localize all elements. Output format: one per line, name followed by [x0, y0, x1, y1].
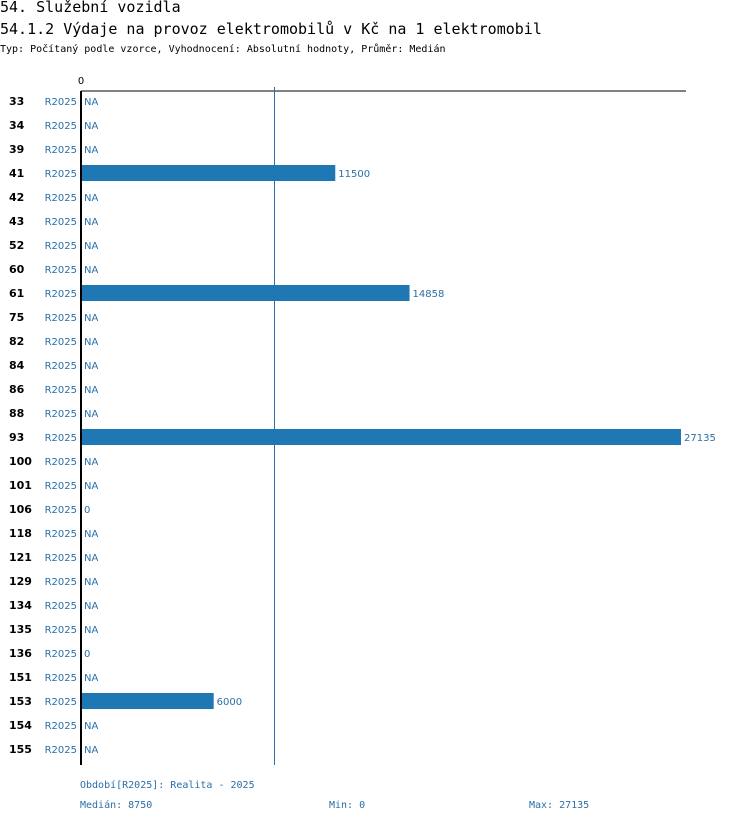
bar-value-label: 0: [84, 505, 90, 516]
bar-value-label: NA: [84, 625, 98, 636]
row-category-label: 100: [9, 455, 32, 468]
bar-value-label: NA: [84, 553, 98, 564]
row-period-label: R2025: [45, 721, 77, 732]
row-period-label: R2025: [45, 673, 77, 684]
bar-value-label: NA: [84, 409, 98, 420]
row-category-label: 43: [9, 215, 24, 228]
axis-zero-label: 0: [78, 76, 84, 87]
row-period-label: R2025: [45, 457, 77, 468]
row-period-label: R2025: [45, 649, 77, 660]
bar-value-label: NA: [84, 313, 98, 324]
row-period-label: R2025: [45, 121, 77, 132]
row-category-label: 136: [9, 647, 32, 660]
bar: [81, 165, 336, 181]
bar-value-label: NA: [84, 481, 98, 492]
row-category-label: 34: [9, 119, 25, 132]
row-category-label: 93: [9, 431, 24, 444]
row-period-label: R2025: [45, 169, 77, 180]
bar-value-label: 14858: [413, 289, 445, 300]
bar-value-label: NA: [84, 265, 98, 276]
row-period-label: R2025: [45, 505, 77, 516]
row-category-label: 134: [9, 599, 32, 612]
bar-value-label: NA: [84, 193, 98, 204]
row-period-label: R2025: [45, 145, 77, 156]
row-category-label: 106: [9, 503, 32, 516]
row-period-label: R2025: [45, 217, 77, 228]
row-period-label: R2025: [45, 361, 77, 372]
row-period-label: R2025: [45, 529, 77, 540]
bar-value-label: NA: [84, 241, 98, 252]
chart-subtitle: Typ: Počítaný podle vzorce, Vyhodnocení:…: [0, 44, 446, 55]
row-period-label: R2025: [45, 745, 77, 756]
row-period-label: R2025: [45, 577, 77, 588]
row-category-label: 41: [9, 167, 24, 180]
row-period-label: R2025: [45, 409, 77, 420]
row-category-label: 129: [9, 575, 32, 588]
row-category-label: 154: [9, 719, 32, 732]
row-period-label: R2025: [45, 385, 77, 396]
row-category-label: 60: [9, 263, 25, 276]
row-category-label: 33: [9, 95, 24, 108]
section-title: 54. Služební vozidla: [0, 0, 181, 16]
row-period-label: R2025: [45, 241, 77, 252]
row-category-label: 82: [9, 335, 24, 348]
row-period-label: R2025: [45, 433, 77, 444]
row-category-label: 155: [9, 743, 32, 756]
row-category-label: 153: [9, 695, 32, 708]
min-summary: Min: 0: [329, 800, 366, 811]
bar-value-label: NA: [84, 673, 98, 684]
bar-value-label: NA: [84, 457, 98, 468]
bar-value-label: NA: [84, 145, 98, 156]
bar-value-label: 6000: [217, 697, 242, 708]
row-period-label: R2025: [45, 601, 77, 612]
row-category-label: 86: [9, 383, 25, 396]
max-summary: Max: 27135: [529, 800, 590, 811]
bar-value-label: NA: [84, 577, 98, 588]
bar-value-label: NA: [84, 385, 98, 396]
period-legend: Období[R2025]: Realita - 2025: [80, 780, 255, 791]
bar-value-label: NA: [84, 121, 98, 132]
row-category-label: 121: [9, 551, 32, 564]
row-category-label: 42: [9, 191, 24, 204]
bar-value-label: NA: [84, 97, 98, 108]
chart-title: 54.1.2 Výdaje na provoz elektromobilů v …: [0, 20, 542, 38]
row-period-label: R2025: [45, 553, 77, 564]
row-category-label: 101: [9, 479, 32, 492]
bar: [81, 285, 410, 301]
bar-value-label: NA: [84, 529, 98, 540]
row-category-label: 84: [9, 359, 25, 372]
bar-value-label: 27135: [684, 433, 716, 444]
median-summary: Medián: 8750: [80, 800, 153, 811]
bar-value-label: NA: [84, 721, 98, 732]
row-category-label: 118: [9, 527, 32, 540]
bar-value-label: NA: [84, 361, 98, 372]
row-period-label: R2025: [45, 97, 77, 108]
row-category-label: 88: [9, 407, 24, 420]
row-category-label: 39: [9, 143, 24, 156]
bar-value-label: NA: [84, 601, 98, 612]
row-category-label: 135: [9, 623, 32, 636]
bar-value-label: 0: [84, 649, 90, 660]
bar-value-label: 11500: [338, 169, 370, 180]
row-category-label: 75: [9, 311, 24, 324]
row-category-label: 52: [9, 239, 24, 252]
row-period-label: R2025: [45, 697, 77, 708]
bar-value-label: NA: [84, 337, 98, 348]
row-category-label: 61: [9, 287, 24, 300]
bar: [81, 693, 214, 709]
bar-value-label: NA: [84, 745, 98, 756]
row-period-label: R2025: [45, 313, 77, 324]
bar: [81, 429, 681, 445]
row-period-label: R2025: [45, 265, 77, 276]
row-period-label: R2025: [45, 481, 77, 492]
row-period-label: R2025: [45, 193, 77, 204]
row-period-label: R2025: [45, 337, 77, 348]
row-category-label: 151: [9, 671, 32, 684]
bar-value-label: NA: [84, 217, 98, 228]
row-period-label: R2025: [45, 289, 77, 300]
row-period-label: R2025: [45, 625, 77, 636]
